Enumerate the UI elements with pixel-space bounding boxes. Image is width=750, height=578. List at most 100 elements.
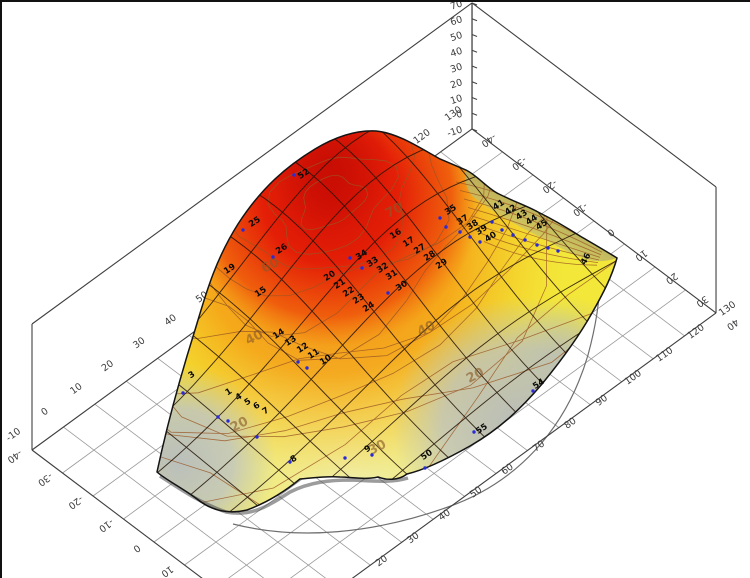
station-point (386, 291, 390, 295)
station-point (535, 243, 539, 247)
station-label: 6 (252, 400, 262, 412)
contour-level-label: 20 (464, 365, 487, 387)
contour-level-label: 40 (415, 318, 438, 340)
station-label: 7 (261, 405, 271, 417)
z-axis-tick (471, 2, 478, 6)
station-point (478, 240, 482, 244)
contour-line (228, 130, 416, 270)
z-axis-tick (471, 97, 478, 100)
station-label: 46 (579, 251, 593, 266)
station-point (370, 453, 374, 457)
z-axis-tick (471, 65, 478, 69)
station-point (226, 419, 230, 423)
station-point (305, 366, 309, 370)
x-axis-tick-label: 110 (654, 345, 675, 365)
station-point (343, 456, 347, 460)
station-label: 9 (363, 443, 373, 455)
surface-shadow-edge (159, 474, 409, 515)
z-axis-tick-label: 50 (449, 30, 464, 44)
contour-line (157, 130, 617, 512)
station-point (556, 249, 560, 253)
x-axis-tick-label: 20 (374, 553, 390, 569)
station-point (458, 230, 462, 234)
x-axis-tick-label: 10 (342, 576, 358, 578)
contour-level-label: 60 (259, 255, 282, 277)
y-axis-tick-label: 0 (131, 542, 142, 554)
station-point (216, 415, 220, 419)
y-axis-tick-label: 0 (605, 226, 616, 238)
station-point (292, 173, 296, 177)
station-point (490, 220, 494, 224)
surface-outline (156, 130, 618, 513)
station-point (500, 228, 504, 232)
box-edge (471, 128, 717, 314)
station-label: 5 (243, 396, 253, 408)
x-axis-tick-label: 40 (163, 312, 179, 328)
contour-line (157, 130, 617, 435)
box-edge (31, 449, 203, 578)
z-axis-tick-label: 10 (449, 93, 464, 107)
y-axis-tick-label: -30 (35, 470, 54, 488)
mesh-line (214, 238, 617, 512)
y-axis-tick-label: 40 (724, 316, 740, 332)
mesh-line (157, 130, 503, 455)
z-axis-tick-label: 20 (449, 77, 464, 91)
station-label: 1 (224, 386, 234, 398)
station-label: 4 (234, 391, 244, 403)
x-axis-tick-label: -10 (4, 426, 23, 444)
x-axis-tick-label: 120 (686, 322, 707, 342)
contour-line (463, 198, 603, 253)
floor-projection-arc (232, 259, 601, 534)
station-point (241, 228, 245, 232)
x-axis-tick-label: 80 (562, 416, 578, 432)
z-axis-tick (471, 49, 478, 53)
z-axis-tick-label: 40 (449, 46, 464, 60)
z-axis-tick-label: 60 (449, 14, 464, 28)
floor-grid-line (245, 289, 686, 578)
station-point (423, 466, 427, 470)
z-axis-tick (471, 34, 478, 37)
contour-line (471, 215, 601, 258)
contour-line (157, 130, 521, 360)
z-axis-tick (471, 18, 478, 22)
station-point (511, 233, 515, 237)
x-axis-tick-label: 30 (405, 530, 421, 546)
z-axis-tick (471, 128, 478, 132)
station-point (360, 266, 364, 270)
z-axis-tick-label: 70 (449, 0, 464, 13)
contour-line (267, 156, 399, 255)
x-axis-tick-label: 120 (412, 127, 433, 147)
mesh-line (184, 209, 617, 512)
contour-level-label: 40 (243, 327, 266, 349)
x-axis-tick-label: 10 (68, 381, 84, 397)
station-point (438, 216, 442, 220)
y-axis-tick-label: 10 (159, 563, 175, 578)
station-point (181, 391, 185, 395)
x-axis-tick-label: 20 (100, 358, 116, 374)
box-edge (471, 2, 717, 188)
contour-line (157, 130, 617, 438)
station-point (296, 360, 300, 364)
station-point (444, 225, 448, 229)
station-point (271, 255, 275, 259)
z-axis-tick-label: -10 (446, 124, 464, 139)
station-label: 8 (289, 453, 299, 465)
station-point (531, 389, 535, 393)
x-axis-tick-label: 90 (594, 393, 610, 409)
station-point (468, 235, 472, 239)
mesh-line (157, 179, 595, 512)
station-point (523, 238, 527, 242)
contour-line (467, 207, 602, 256)
contour-level-label: 70 (383, 200, 406, 222)
station-label: 3 (187, 369, 197, 381)
contour-level-label: 30 (366, 437, 389, 459)
station-point (546, 246, 550, 250)
box-edge (351, 312, 717, 578)
station-point (255, 435, 259, 439)
station-point (288, 460, 292, 464)
station-points (181, 173, 560, 470)
y-axis-tick-label: -40 (5, 447, 24, 465)
z-axis-tick (471, 112, 478, 116)
